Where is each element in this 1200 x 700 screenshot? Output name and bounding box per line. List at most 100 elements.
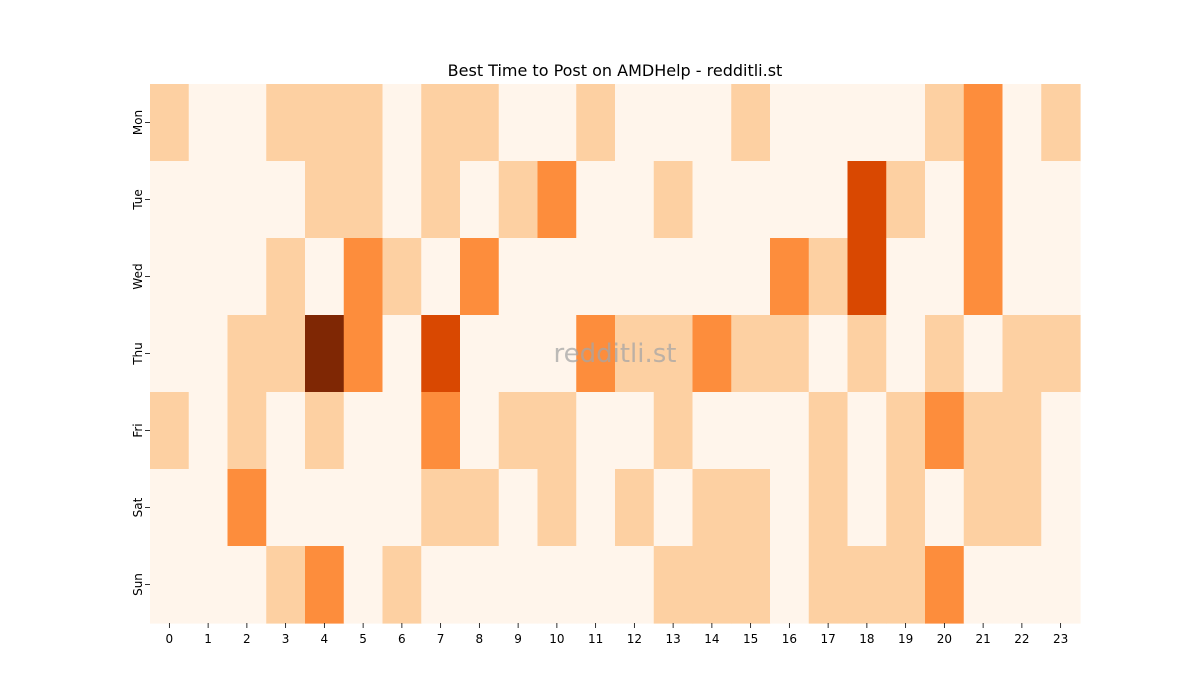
heatmap-cell-sun-17: [808, 546, 849, 624]
heatmap-cell-tue-2: [227, 161, 267, 239]
heatmap-cell-tue-4: [305, 161, 345, 239]
heatmap-cell-mon-19: [886, 84, 926, 162]
x-tick-label-1: 1: [204, 632, 212, 646]
heatmap-cell-sat-20: [925, 469, 965, 547]
heatmap-cell-sat-6: [382, 469, 422, 547]
heatmap-cell-sun-9: [498, 546, 539, 624]
heatmap-cells: [150, 84, 1081, 624]
heatmap-cell-sat-4: [305, 469, 345, 547]
heatmap-cell-wed-5: [343, 238, 384, 316]
y-axis-ticks: Mon Tue Wed Thu Fri Sat Sun: [131, 110, 150, 596]
x-tick-label-0: 0: [166, 632, 174, 646]
heatmap-cell-sun-16: [770, 546, 810, 624]
heatmap-cell-fri-22: [1002, 392, 1042, 470]
heatmap-cell-sat-3: [266, 469, 306, 547]
heatmap-cell-mon-2: [227, 84, 267, 162]
x-tick-label-23: 23: [1053, 632, 1068, 646]
heatmap-cell-wed-22: [1002, 238, 1042, 316]
x-tick-label-20: 20: [937, 632, 952, 646]
heatmap-cell-mon-17: [808, 84, 849, 162]
heatmap-cell-tue-5: [343, 161, 384, 239]
heatmap-cell-tue-13: [653, 161, 694, 239]
heatmap-cell-tue-3: [266, 161, 306, 239]
heatmap-cell-sat-12: [615, 469, 655, 547]
heatmap-cell-thu-1: [188, 315, 229, 393]
heatmap-cell-mon-1: [188, 84, 229, 162]
x-tick-label-3: 3: [282, 632, 290, 646]
heatmap-cell-thu-5: [343, 315, 384, 393]
heatmap-cell-sun-2: [227, 546, 267, 624]
heatmap-cell-thu-14: [692, 315, 732, 393]
heatmap-cell-mon-6: [382, 84, 422, 162]
heatmap-cell-sun-18: [847, 546, 887, 624]
heatmap-cell-sun-1: [188, 546, 229, 624]
heatmap-cell-mon-13: [653, 84, 694, 162]
heatmap-cell-thu-2: [227, 315, 267, 393]
x-tick-label-4: 4: [321, 632, 329, 646]
x-tick-label-7: 7: [437, 632, 445, 646]
heatmap-cell-thu-17: [808, 315, 849, 393]
y-tick-label-mon: Mon: [131, 110, 145, 135]
heatmap-cell-fri-12: [615, 392, 655, 470]
heatmap-cell-thu-23: [1041, 315, 1081, 393]
heatmap-cell-mon-4: [305, 84, 345, 162]
chart-title: Best Time to Post on AMDHelp - redditli.…: [448, 61, 783, 80]
heatmap-cell-wed-6: [382, 238, 422, 316]
heatmap-cell-fri-2: [227, 392, 267, 470]
heatmap-cell-fri-14: [692, 392, 732, 470]
heatmap-cell-sat-19: [886, 469, 926, 547]
heatmap-cell-tue-1: [188, 161, 229, 239]
heatmap-cell-sat-11: [576, 469, 616, 547]
heatmap-cell-sun-11: [576, 546, 616, 624]
heatmap-cell-mon-3: [266, 84, 306, 162]
heatmap-cell-tue-11: [576, 161, 616, 239]
heatmap-cell-tue-17: [808, 161, 849, 239]
heatmap-cell-tue-20: [925, 161, 965, 239]
y-tick-label-wed: Wed: [131, 263, 145, 289]
y-tick-label-sun: Sun: [131, 573, 145, 596]
heatmap-cell-wed-7: [421, 238, 461, 316]
heatmap-cell-sun-15: [731, 546, 771, 624]
heatmap-cell-fri-8: [460, 392, 500, 470]
x-tick-label-13: 13: [665, 632, 680, 646]
heatmap-cell-sun-0: [150, 546, 190, 624]
heatmap-cell-sun-8: [460, 546, 500, 624]
heatmap-cell-fri-13: [653, 392, 694, 470]
heatmap-cell-fri-17: [808, 392, 849, 470]
heatmap-cell-wed-3: [266, 238, 306, 316]
heatmap-cell-sat-22: [1002, 469, 1042, 547]
heatmap-cell-tue-6: [382, 161, 422, 239]
heatmap-cell-fri-10: [537, 392, 577, 470]
heatmap-cell-mon-9: [498, 84, 539, 162]
heatmap-cell-sun-19: [886, 546, 926, 624]
watermark-text: redditli.st: [554, 339, 677, 369]
x-tick-label-5: 5: [359, 632, 367, 646]
x-tick-label-19: 19: [898, 632, 913, 646]
heatmap-cell-mon-5: [343, 84, 384, 162]
heatmap-cell-mon-18: [847, 84, 887, 162]
heatmap-cell-tue-22: [1002, 161, 1042, 239]
heatmap-cell-tue-23: [1041, 161, 1081, 239]
x-tick-label-21: 21: [975, 632, 990, 646]
x-tick-label-11: 11: [588, 632, 603, 646]
heatmap-cell-mon-23: [1041, 84, 1081, 162]
heatmap-cell-sun-22: [1002, 546, 1042, 624]
heatmap-cell-sat-15: [731, 469, 771, 547]
heatmap-cell-sat-7: [421, 469, 461, 547]
heatmap-cell-mon-14: [692, 84, 732, 162]
y-tick-label-tue: Tue: [131, 189, 145, 211]
heatmap-cell-sat-21: [963, 469, 1004, 547]
heatmap-cell-fri-15: [731, 392, 771, 470]
heatmap-cell-fri-4: [305, 392, 345, 470]
x-tick-label-14: 14: [704, 632, 719, 646]
heatmap-cell-sat-0: [150, 469, 190, 547]
x-tick-label-22: 22: [1014, 632, 1029, 646]
heatmap-cell-thu-13: [653, 315, 694, 393]
heatmap-cell-fri-7: [421, 392, 461, 470]
heatmap-cell-tue-15: [731, 161, 771, 239]
heatmap-cell-wed-11: [576, 238, 616, 316]
heatmap-cell-wed-1: [188, 238, 229, 316]
heatmap-cell-sat-1: [188, 469, 229, 547]
heatmap-cell-tue-19: [886, 161, 926, 239]
heatmap-cell-fri-11: [576, 392, 616, 470]
